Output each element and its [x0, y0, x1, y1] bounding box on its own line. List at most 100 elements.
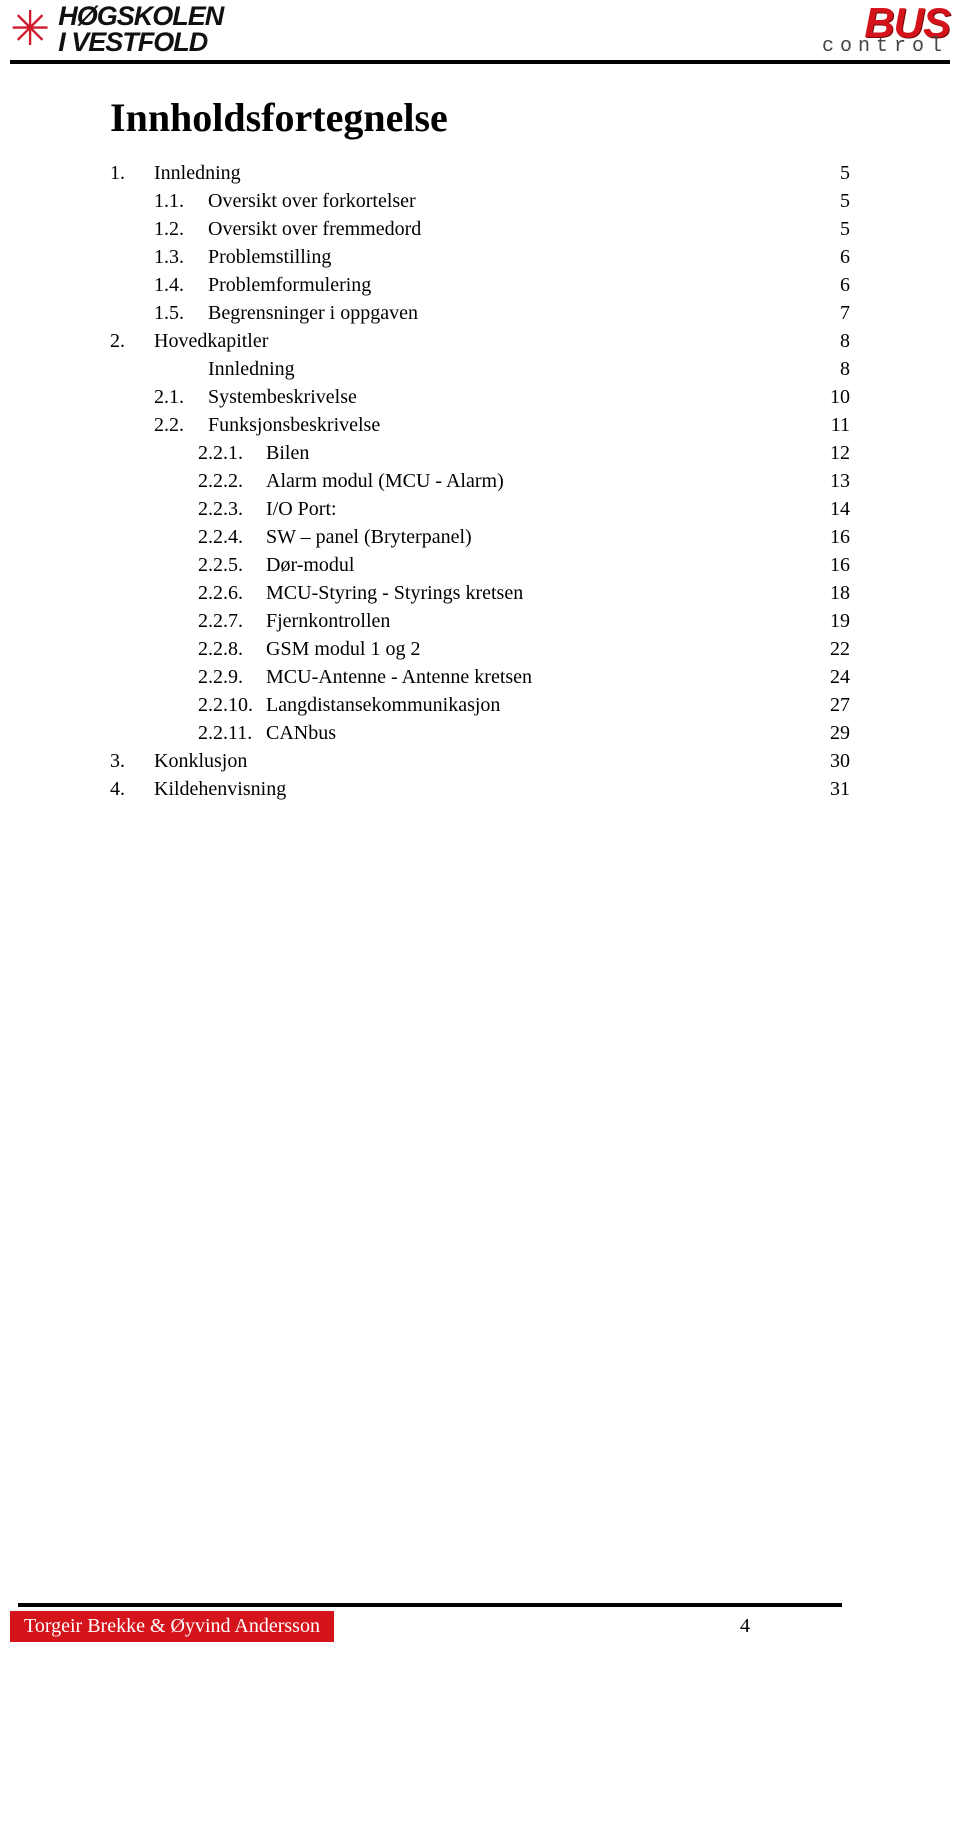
toc-entry[interactable]: 2.2.2.Alarm modul (MCU - Alarm) 13: [110, 467, 850, 495]
toc-entry-page: 8: [840, 355, 850, 383]
toc-entry[interactable]: 2.1.Systembeskrivelse 10: [110, 383, 850, 411]
toc-entry-number: 2.2.7.: [198, 607, 266, 635]
toc-entry-number: 2.2.1.: [198, 439, 266, 467]
toc-entry-page: 22: [830, 635, 850, 663]
toc-entry-number: 2.2.3.: [198, 495, 266, 523]
toc-entry-number: 1.2.: [154, 215, 208, 243]
toc-entry-number: 1.5.: [154, 299, 208, 327]
toc-entry-label: Langdistansekommunikasjon: [266, 691, 500, 719]
footer-authors: Torgeir Brekke & Øyvind Andersson: [10, 1611, 334, 1642]
toc-entry-page: 31: [830, 775, 850, 803]
toc-entry-number: 2.2.2.: [198, 467, 266, 495]
table-of-contents: 1.Innledning51.1.Oversikt over forkortel…: [110, 159, 850, 803]
toc-entry-page: 16: [830, 551, 850, 579]
toc-entry[interactable]: 2.2.3.I/O Port: 14: [110, 495, 850, 523]
toc-entry-number: 4.: [110, 775, 154, 803]
toc-entry-page: 6: [840, 243, 850, 271]
toc-entry[interactable]: 4.Kildehenvisning 31: [110, 775, 850, 803]
snowflake-icon: ✳: [10, 6, 50, 54]
toc-entry-number: 1.3.: [154, 243, 208, 271]
toc-entry-page: 27: [830, 691, 850, 719]
logo-left-line2: I VESTFOLD: [58, 30, 223, 56]
toc-entry-page: 19: [830, 607, 850, 635]
toc-entry[interactable]: 2.2.5.Dør-modul 16: [110, 551, 850, 579]
toc-entry-label: Hovedkapitler: [154, 327, 268, 355]
toc-entry[interactable]: 1.3.Problemstilling 6: [110, 243, 850, 271]
logo-hogskolen: ✳ HØGSKOLEN I VESTFOLD: [10, 4, 223, 55]
toc-entry[interactable]: 1.1.Oversikt over forkortelser 5: [110, 187, 850, 215]
toc-entry-label: Problemformulering: [208, 271, 371, 299]
toc-entry[interactable]: 2.Hovedkapitler8: [110, 327, 850, 355]
toc-entry[interactable]: 2.2.10.Langdistansekommunikasjon 27: [110, 691, 850, 719]
toc-entry-page: 7: [840, 299, 850, 327]
toc-entry-label: Problemstilling: [208, 243, 331, 271]
logo-right-line2: control: [822, 38, 948, 56]
toc-entry-page: 5: [840, 215, 850, 243]
toc-entry-page: 14: [830, 495, 850, 523]
toc-entry[interactable]: 2.2.4.SW – panel (Bryterpanel) 16: [110, 523, 850, 551]
toc-entry-label: Fjernkontrollen: [266, 607, 390, 635]
toc-entry-page: 8: [840, 327, 850, 355]
toc-entry-label: Konklusjon: [154, 747, 247, 775]
toc-entry-label: Alarm modul (MCU - Alarm): [266, 467, 504, 495]
toc-entry[interactable]: 2.2.Funksjonsbeskrivelse11: [110, 411, 850, 439]
toc-entry-number: 2.2.5.: [198, 551, 266, 579]
toc-entry-label: I/O Port:: [266, 495, 337, 523]
footer-rule: [18, 1603, 842, 1607]
toc-entry[interactable]: Innledning 8: [110, 355, 850, 383]
toc-entry[interactable]: 1.2.Oversikt over fremmedord 5: [110, 215, 850, 243]
toc-entry-number: 2.2.8.: [198, 635, 266, 663]
toc-entry-number: 1.: [110, 159, 154, 187]
toc-entry[interactable]: 2.2.7.Fjernkontrollen 19: [110, 607, 850, 635]
logo-bus-control: BUS control: [822, 4, 950, 56]
toc-entry[interactable]: 2.2.8.GSM modul 1 og 2 22: [110, 635, 850, 663]
toc-entry-label: Begrensninger i oppgaven: [208, 299, 418, 327]
toc-entry-number: 3.: [110, 747, 154, 775]
toc-entry-page: 11: [831, 411, 850, 439]
toc-entry-label: GSM modul 1 og 2: [266, 635, 420, 663]
toc-entry[interactable]: 1.Innledning 5: [110, 159, 850, 187]
toc-entry-page: 12: [830, 439, 850, 467]
toc-entry[interactable]: 2.2.6.MCU-Styring - Styrings kretsen18: [110, 579, 850, 607]
toc-entry-number: 2.2.4.: [198, 523, 266, 551]
toc-entry-label: Innledning: [208, 355, 295, 383]
toc-entry-label: Innledning: [154, 159, 241, 187]
toc-entry-number: 2.1.: [154, 383, 208, 411]
page-content: Innholdsfortegnelse 1.Innledning51.1.Ove…: [0, 64, 960, 843]
toc-entry-number: 2.2.6.: [198, 579, 266, 607]
toc-entry-label: Kildehenvisning: [154, 775, 286, 803]
toc-entry-label: Oversikt over forkortelser: [208, 187, 416, 215]
toc-entry-number: 1.4.: [154, 271, 208, 299]
toc-entry-number: 2.2.: [154, 411, 208, 439]
toc-entry-page: 29: [830, 719, 850, 747]
toc-entry[interactable]: 2.2.11.CANbus29: [110, 719, 850, 747]
toc-entry-label: SW – panel (Bryterpanel): [266, 523, 472, 551]
page-footer: Torgeir Brekke & Øyvind Andersson 4: [0, 1603, 960, 1642]
toc-entry-number: 1.1.: [154, 187, 208, 215]
toc-entry-page: 6: [840, 271, 850, 299]
page-header: ✳ HØGSKOLEN I VESTFOLD BUS control: [0, 0, 960, 58]
toc-entry-page: 10: [830, 383, 850, 411]
toc-entry[interactable]: 2.2.9.MCU-Antenne - Antenne kretsen 24: [110, 663, 850, 691]
toc-entry-page: 5: [840, 187, 850, 215]
toc-entry[interactable]: 3.Konklusjon 30: [110, 747, 850, 775]
toc-entry-label: Dør-modul: [266, 551, 354, 579]
toc-entry-number: 2.2.10.: [198, 691, 266, 719]
toc-entry-number: 2.2.11.: [198, 719, 266, 747]
toc-entry-label: Oversikt over fremmedord: [208, 215, 421, 243]
toc-entry-page: 18: [830, 579, 850, 607]
toc-entry-label: Systembeskrivelse: [208, 383, 357, 411]
toc-entry[interactable]: 1.5.Begrensninger i oppgaven 7: [110, 299, 850, 327]
toc-entry-page: 24: [830, 663, 850, 691]
toc-entry-page: 5: [840, 159, 850, 187]
toc-entry-label: MCU-Antenne - Antenne kretsen: [266, 663, 532, 691]
toc-entry-page: 16: [830, 523, 850, 551]
toc-entry-page: 13: [830, 467, 850, 495]
toc-entry[interactable]: 2.2.1.Bilen 12: [110, 439, 850, 467]
toc-entry-number: 2.2.9.: [198, 663, 266, 691]
toc-entry-label: Bilen: [266, 439, 309, 467]
footer-page-number: 4: [740, 1615, 750, 1638]
toc-entry[interactable]: 1.4.Problemformulering 6: [110, 271, 850, 299]
toc-entry-page: 30: [830, 747, 850, 775]
page-title: Innholdsfortegnelse: [110, 94, 850, 141]
